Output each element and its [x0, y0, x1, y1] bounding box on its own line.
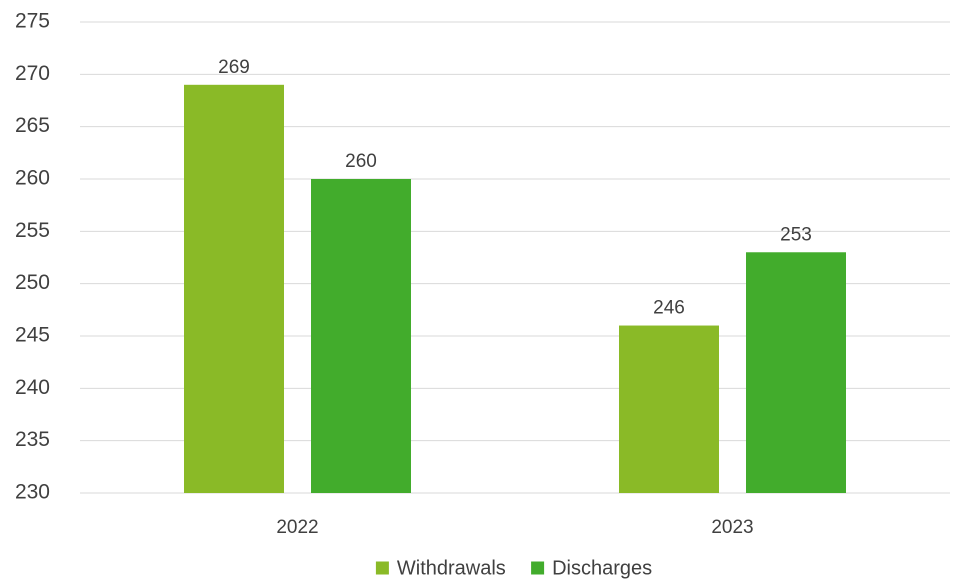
data-labels: 269 260 246 253	[218, 57, 812, 319]
bar-discharges-2022	[311, 179, 411, 493]
legend-swatch-withdrawals	[375, 561, 389, 575]
legend-label-withdrawals: Withdrawals	[397, 557, 506, 579]
y-tick-label: 250	[15, 271, 50, 294]
y-tick-label: 275	[15, 10, 50, 33]
y-axis: 230 235 240 245 250 255 260 265 270 275	[15, 10, 50, 504]
y-tick-label: 270	[15, 62, 50, 85]
y-tick-label: 255	[15, 219, 50, 242]
legend-label-discharges: Discharges	[552, 557, 652, 579]
y-tick-label: 260	[15, 167, 50, 190]
bars	[184, 84, 846, 494]
data-label: 253	[780, 224, 812, 245]
y-tick-label: 265	[15, 114, 50, 137]
bar-withdrawals-2023	[619, 325, 719, 493]
data-label: 246	[653, 298, 685, 319]
data-label: 269	[218, 57, 250, 78]
x-tick-label: 2023	[711, 517, 753, 538]
legend: Withdrawals Discharges	[375, 557, 652, 579]
bar-withdrawals-2022	[184, 84, 284, 494]
bar-discharges-2023	[746, 252, 846, 493]
y-tick-label: 230	[15, 481, 50, 504]
y-tick-label: 245	[15, 324, 50, 347]
legend-swatch-discharges	[531, 561, 545, 575]
y-tick-label: 235	[15, 428, 50, 451]
x-tick-label: 2022	[276, 517, 318, 538]
x-axis: 2022 2023	[276, 517, 753, 538]
y-tick-label: 240	[15, 376, 50, 399]
data-label: 260	[345, 151, 377, 172]
